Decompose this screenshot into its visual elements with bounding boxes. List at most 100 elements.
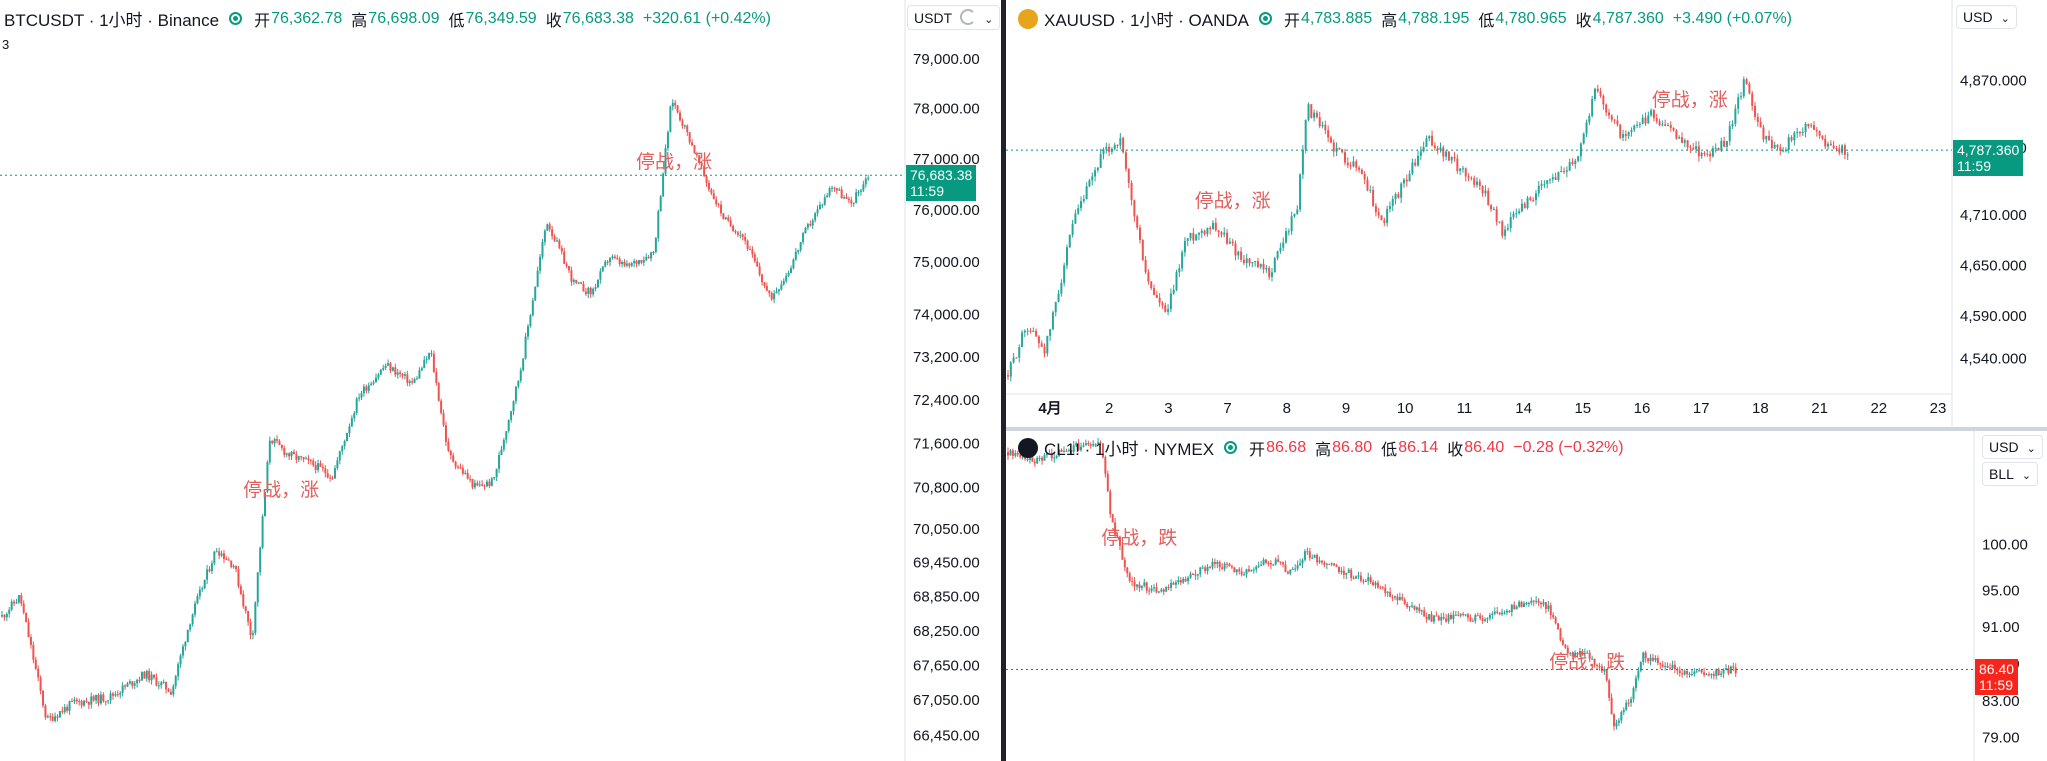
candle-body <box>1200 230 1203 234</box>
xau-chart-canvas[interactable]: 4,870.0004,790.0004,710.0004,650.0004,59… <box>1006 0 2047 427</box>
candle-body <box>1669 667 1672 669</box>
candle-body <box>1664 666 1667 668</box>
candle-body <box>1622 134 1625 138</box>
btc-currency-selector[interactable]: USDT ⌄ <box>907 5 1001 30</box>
panel-divider-vertical[interactable] <box>1001 0 1006 761</box>
btc-corner-label: 3 <box>2 37 10 52</box>
candle-body <box>20 595 23 604</box>
candle-body <box>1540 602 1543 605</box>
candle-body <box>1021 332 1024 348</box>
y-tick-label: 68,250.00 <box>913 623 980 640</box>
candle-body <box>87 701 90 705</box>
candle-body <box>1843 145 1846 155</box>
candle-body <box>1711 148 1714 157</box>
candle-body <box>1031 456 1034 462</box>
cl-unit-selector[interactable]: BLL ⌄ <box>1982 462 2039 486</box>
candle-body <box>1492 209 1495 211</box>
candle-body <box>1554 617 1557 624</box>
candle-body <box>1111 514 1114 523</box>
candle-body <box>712 193 715 200</box>
candle-body <box>1425 138 1428 147</box>
candle-body <box>143 672 146 679</box>
candle-body <box>1116 144 1119 146</box>
candle-body <box>169 691 172 695</box>
btc-symbol[interactable]: BTCUSDT · 1小时 · Binance <box>4 11 220 30</box>
candle-body <box>1608 680 1611 698</box>
candle-body <box>541 241 544 257</box>
candle-body <box>179 655 182 665</box>
candle-body <box>1408 173 1411 182</box>
candle-body <box>1686 670 1689 675</box>
candle-body <box>1641 117 1644 124</box>
candle-body <box>642 260 645 263</box>
candles <box>1007 438 1737 731</box>
candle-body <box>128 681 131 684</box>
candle-body <box>1250 570 1253 572</box>
candle-body <box>1569 652 1572 654</box>
xau-currency-selector[interactable]: USD ⌄ <box>1956 5 2017 29</box>
candle-body <box>1411 162 1414 174</box>
candle-body <box>1593 658 1596 665</box>
candle-body <box>285 453 288 455</box>
cl-unit-label: BLL <box>1989 466 2014 482</box>
candle-body <box>220 553 223 556</box>
candle-body <box>864 178 867 185</box>
candle-body <box>623 261 626 266</box>
btc-chart-canvas[interactable]: 79,000.00 78,000.00 77,000.00 76,000.00 75,0… <box>0 0 1001 761</box>
candle-body <box>1383 220 1386 223</box>
candle-body <box>268 440 271 463</box>
candle-body <box>102 694 105 702</box>
panel-divider-horizontal[interactable] <box>1006 427 2047 431</box>
candle-body <box>1018 347 1021 358</box>
candle-body <box>512 401 515 412</box>
candle-body <box>1136 216 1139 228</box>
xau-symbol[interactable]: XAUUSD · 1小时 · OANDA <box>1044 11 1249 30</box>
candle-body <box>27 622 30 638</box>
candle-body <box>85 700 88 702</box>
candle-body <box>309 460 312 462</box>
cl-currency-selector[interactable]: USD ⌄ <box>1982 435 2043 459</box>
candle-body <box>1360 169 1363 174</box>
candle-body <box>1199 567 1202 575</box>
candle-body <box>1703 672 1706 675</box>
candle-body <box>346 433 349 442</box>
candle-body <box>1089 444 1092 446</box>
candle-body <box>1063 265 1066 283</box>
candle-body <box>1671 664 1674 669</box>
candle-body <box>1452 614 1455 619</box>
candle-body <box>1355 576 1358 579</box>
candle-body <box>1162 589 1165 592</box>
candle-body <box>476 483 479 486</box>
candle-body <box>780 284 783 290</box>
candle-body <box>1578 651 1581 655</box>
candle-body <box>1838 148 1841 153</box>
xau-annotation-ceasefire-2: 停战，涨 <box>1651 90 1728 112</box>
candle-body <box>377 374 380 378</box>
candle-body <box>1189 573 1192 578</box>
candle-body <box>616 257 619 259</box>
candle-body <box>80 701 83 706</box>
candle-body <box>1812 125 1815 130</box>
btc-chart-panel[interactable]: 79,000.00 78,000.00 77,000.00 76,000.00 75,0… <box>0 0 1001 761</box>
candle-body <box>1080 201 1083 209</box>
candle-body <box>5 613 8 618</box>
candle-body <box>606 261 609 263</box>
candle-body <box>1756 116 1759 123</box>
candle-body <box>1742 79 1745 97</box>
xau-chart-panel[interactable]: 4,870.0004,790.0004,710.0004,650.0004,59… <box>1006 0 2047 427</box>
candle-body <box>485 481 488 487</box>
candle-body <box>1453 157 1456 159</box>
candle-body <box>1318 560 1321 563</box>
candle-body <box>727 217 730 221</box>
cl-symbol[interactable]: CL1! · 1小时 · NYMEX <box>1044 440 1215 459</box>
candle-body <box>1181 252 1184 269</box>
candle-body <box>1391 199 1394 207</box>
candle-body <box>1325 563 1328 565</box>
candle-body <box>242 593 245 607</box>
candle-body <box>350 418 353 427</box>
candle-body <box>1821 135 1824 139</box>
cl-high-value: 86.80 <box>1332 438 1373 456</box>
candle-body <box>568 266 571 271</box>
